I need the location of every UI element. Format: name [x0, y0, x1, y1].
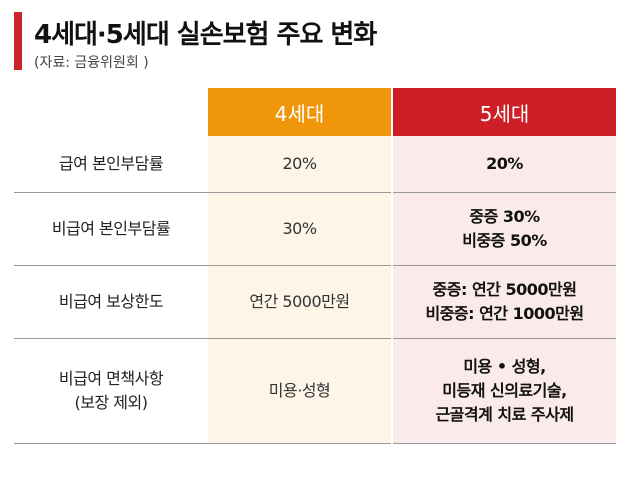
table-row: 비급여 면책사항 (보장 제외) 미용·성형 미용 • 성형, 미등재 신의료기… [14, 338, 616, 444]
table-header-row: 4세대 5세대 [14, 88, 616, 136]
gen5-cell: 중증: 연간 5000만원 비중증: 연간 1000만원 [391, 265, 616, 339]
gen4-cell: 30% [208, 192, 392, 266]
gen5-cell: 20% [391, 136, 616, 193]
source-note: (자료: 금융위원회 ) [34, 55, 149, 71]
gen4-value: 연간 5000만원 [249, 292, 350, 311]
gen4-cell: 미용·성형 [208, 338, 392, 444]
header-empty-cell [14, 88, 208, 136]
gen5-value: 중증: 연간 5000만원 [432, 280, 577, 299]
gen4-cell: 연간 5000만원 [208, 265, 392, 339]
table-row: 비급여 보상한도 연간 5000만원 중증: 연간 5000만원 비중증: 연간… [14, 265, 616, 339]
header-gen5: 5세대 [391, 88, 616, 136]
row-label: 급여 본인부담률 [14, 136, 208, 193]
row-label-line: 급여 본인부담률 [58, 154, 164, 173]
gen4-cell: 20% [208, 136, 392, 193]
row-label-line: 비급여 본인부담률 [51, 219, 171, 238]
row-label-line: (보장 제외) [74, 393, 148, 412]
page-title: 4세대·5세대 실손보험 주요 변화 [34, 20, 377, 50]
gen4-value: 미용·성형 [268, 381, 331, 400]
gen5-value: 비중증: 연간 1000만원 [425, 304, 584, 323]
gen5-value: 20% [486, 154, 523, 173]
gen5-value: 미등재 신의료기술, [442, 381, 567, 400]
header-gen4: 4세대 [208, 88, 392, 136]
title-accent-bar [14, 12, 22, 70]
row-label-line: 비급여 면책사항 [58, 369, 164, 388]
table-row: 급여 본인부담률 20% 20% [14, 136, 616, 193]
gen5-value: 근골격계 치료 주사제 [435, 405, 574, 424]
gen5-value: 미용 • 성형, [463, 357, 546, 376]
gen4-value: 20% [282, 154, 317, 173]
gen4-value: 30% [282, 219, 317, 238]
table-row: 비급여 본인부담률 30% 중증 30% 비중증 50% [14, 192, 616, 266]
comparison-table: 4세대 5세대 급여 본인부담률 20% 20% 비급여 본인부담률 30% 중… [14, 88, 616, 444]
row-label: 비급여 보상한도 [14, 265, 208, 339]
row-label: 비급여 면책사항 (보장 제외) [14, 338, 208, 444]
gen5-cell: 중증 30% 비중증 50% [391, 192, 616, 266]
gen5-value: 중증 30% [469, 207, 540, 226]
row-label: 비급여 본인부담률 [14, 192, 208, 266]
gen5-cell: 미용 • 성형, 미등재 신의료기술, 근골격계 치료 주사제 [391, 338, 616, 444]
gen5-value: 비중증 50% [462, 231, 547, 250]
row-label-line: 비급여 보상한도 [58, 292, 164, 311]
